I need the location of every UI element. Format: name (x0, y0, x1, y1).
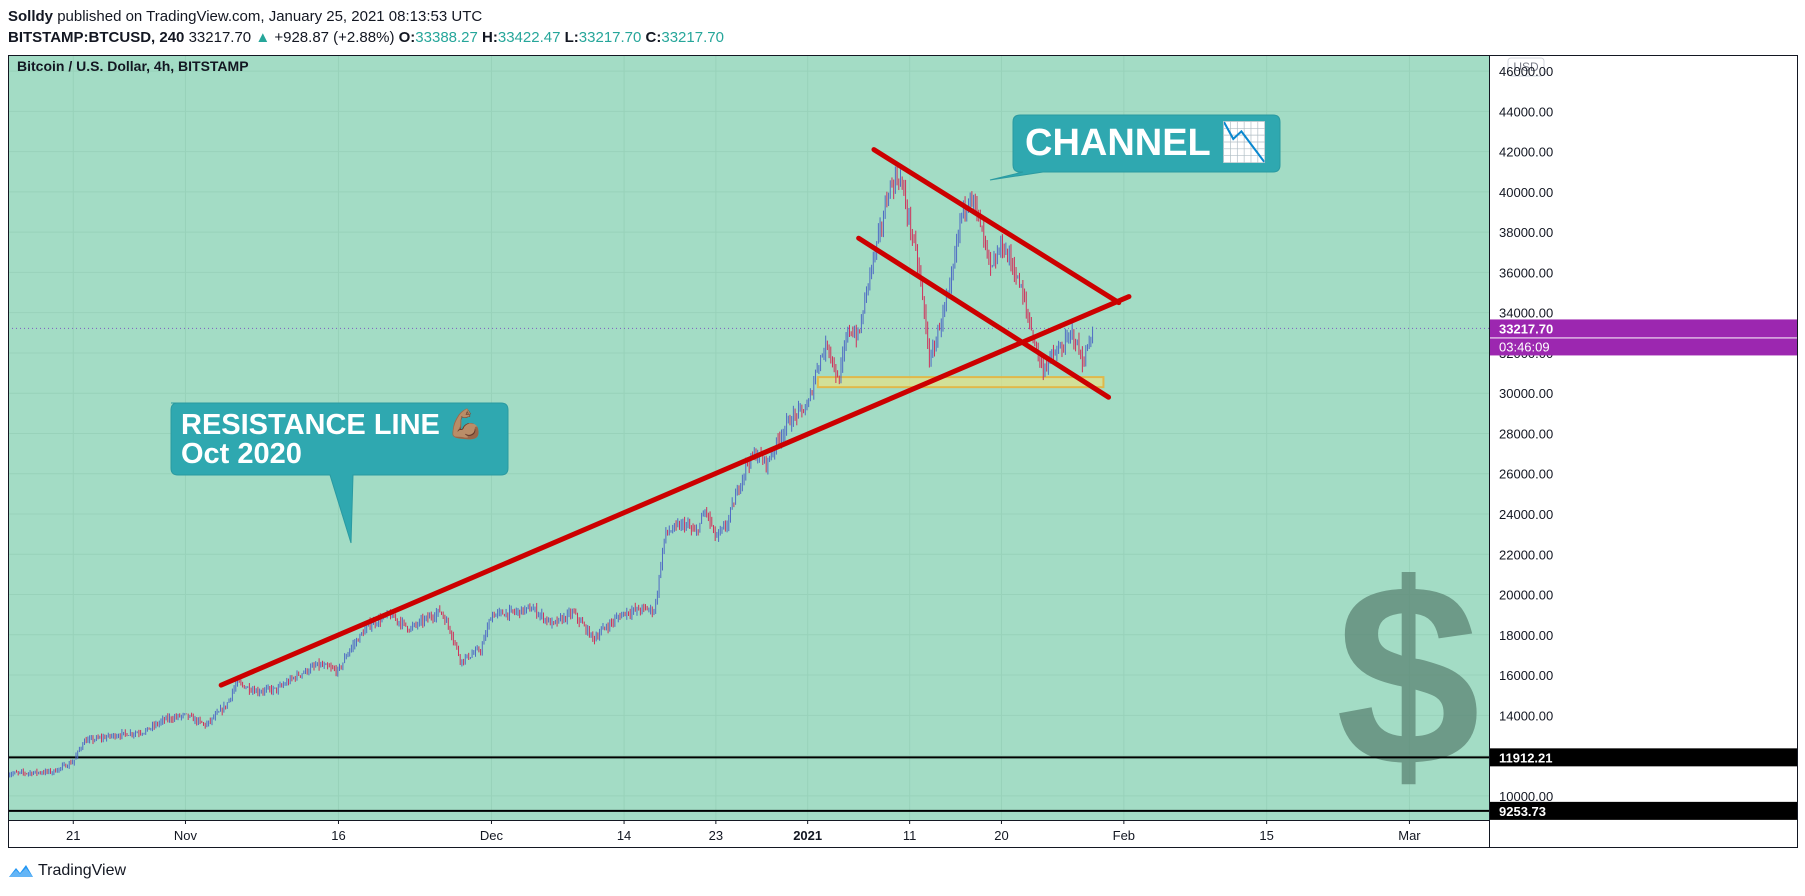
price-axis-background (1489, 55, 1798, 848)
high-label: H: (482, 29, 498, 46)
high-value: 33422.47 (497, 29, 561, 46)
price-tick-label: 26000.00 (1499, 467, 1553, 482)
level-price-tag-label: 9253.73 (1499, 804, 1546, 819)
price-tick-label: 20000.00 (1499, 588, 1553, 603)
dollar-watermark-icon: $ (1336, 531, 1481, 821)
price-tick-label: 40000.00 (1499, 185, 1553, 200)
price-tick-label: 14000.00 (1499, 708, 1553, 723)
chart-title: Bitcoin / U.S. Dollar, 4h, BITSTAMP (17, 58, 249, 74)
author-name[interactable]: Solldy (8, 8, 54, 25)
close-value: 33217.70 (661, 29, 724, 46)
footer-brand-text: TradingView (38, 862, 127, 879)
up-arrow-icon: ▲ (255, 29, 271, 46)
publish-info: Solldy published on TradingView.com, Jan… (8, 8, 482, 25)
level-price-tag[interactable] (1490, 748, 1798, 767)
support-zone[interactable] (816, 376, 1105, 389)
price-change: +928.87 (+2.88%) (274, 29, 395, 46)
price-tick-label: 10000.00 (1499, 789, 1553, 804)
countdown-label: 03:46:09 (1499, 339, 1550, 354)
countdown-tag (1490, 338, 1798, 356)
time-axis-background (8, 820, 1489, 848)
price-chart[interactable]: $ RESISTANCE LINE 💪🏽Oct 2020 CHANNEL 📉 Bitc… (7, 55, 1798, 848)
low-value: 33217.70 (578, 29, 642, 46)
channel-callout-title: CHANNEL 📉 (1025, 120, 1268, 164)
ohlc-legend: BITSTAMP:BTCUSD, 240 33217.70 ▲ +928.87 … (8, 29, 724, 46)
price-tick-label: 46000.00 (1499, 64, 1553, 79)
footer-brand[interactable]: TradingView (8, 862, 126, 880)
tradingview-logo-icon (9, 865, 33, 877)
currency-label: USD (1513, 60, 1539, 74)
resistance-callout-title: RESISTANCE LINE 💪🏽 (181, 407, 484, 441)
price-tick-label: 42000.00 (1499, 145, 1553, 160)
chart-frame[interactable]: $ RESISTANCE LINE 💪🏽 Oct 2020 CHANNEL 📉 Bitc… (7, 55, 1798, 848)
time-tick-label: 11 (903, 828, 917, 843)
low-label: L: (564, 29, 579, 46)
channel-upper[interactable] (871, 147, 1122, 306)
level-price-tag-label: 11912.21 (1499, 750, 1553, 765)
open-value: 33388.27 (415, 29, 478, 46)
price-tick-label: 28000.00 (1499, 426, 1553, 441)
time-tick-label: 2021 (793, 828, 822, 843)
time-tick-label: 16 (331, 828, 345, 843)
time-tick-label: Feb (1113, 828, 1135, 843)
chart-border (8, 55, 1798, 848)
time-tick-label: Mar (1398, 828, 1421, 843)
time-tick-label: 21 (66, 828, 80, 843)
channel-callout-box[interactable] (989, 114, 1281, 181)
symbol-label: BITSTAMP:BTCUSD, 240 (8, 29, 185, 46)
time-tick-label: 23 (709, 828, 723, 843)
price-tick-label: 38000.00 (1499, 225, 1553, 240)
price-tick-label: 34000.00 (1499, 306, 1553, 321)
price-tick-label: 18000.00 (1499, 628, 1553, 643)
last-price-tag[interactable] (1490, 319, 1798, 338)
level-price-tag[interactable] (1490, 801, 1798, 820)
close-label: C: (645, 29, 662, 46)
price-tick-label: 22000.00 (1499, 547, 1553, 562)
last-price: 33217.70 (188, 29, 252, 46)
price-tick-label: 24000.00 (1499, 507, 1553, 522)
publish-text: published on TradingView.com, January 25… (57, 8, 483, 25)
price-tick-label: 36000.00 (1499, 265, 1553, 280)
time-tick-label: Nov (174, 828, 198, 843)
open-label: O: (398, 29, 416, 46)
resistance-line[interactable] (218, 294, 1132, 688)
currency-badge (1507, 57, 1545, 77)
resistance-callout-date: Oct 2020 (181, 438, 302, 470)
resistance-callout-box[interactable] (170, 402, 509, 544)
time-tick-label: 20 (994, 828, 1008, 843)
time-tick-label: 14 (617, 828, 631, 843)
price-tick-label: 30000.00 (1499, 386, 1553, 401)
price-tick-label: 44000.00 (1499, 104, 1553, 119)
last-price-tag-label: 33217.70 (1499, 321, 1553, 336)
time-tick-label: 15 (1259, 828, 1273, 843)
time-tick-label: Dec (480, 828, 504, 843)
channel-lower[interactable] (856, 235, 1112, 400)
price-tick-label: 16000.00 (1499, 668, 1553, 683)
